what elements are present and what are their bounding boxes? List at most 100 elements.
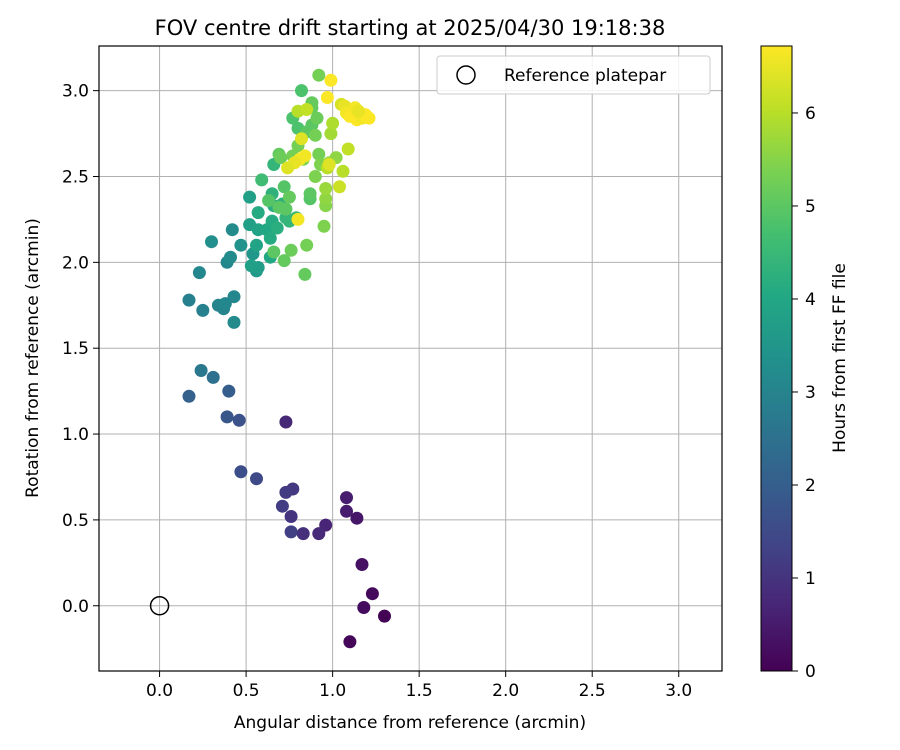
data-point [357, 601, 371, 614]
data-point [182, 293, 196, 307]
data-point [225, 223, 239, 237]
colorbar-label: Hours from first FF file [830, 263, 850, 453]
data-point [322, 158, 336, 171]
data-point [227, 315, 241, 329]
x-tick-label: 3.0 [665, 681, 692, 701]
data-point [341, 142, 355, 156]
colorbar-tick-label: 0 [805, 662, 816, 682]
data-point [291, 212, 305, 226]
data-point [205, 235, 218, 249]
plot-area-frame [98, 45, 723, 672]
data-point [320, 91, 334, 104]
data-point [303, 187, 317, 201]
chart-title: FOV centre drift starting at 2025/04/30 … [155, 16, 666, 40]
colorbar-tick-label: 4 [805, 290, 816, 310]
data-point [206, 370, 220, 384]
data-point [284, 510, 298, 523]
data-point [295, 84, 308, 98]
data-point [244, 259, 258, 273]
data-point [196, 303, 210, 317]
data-point [300, 238, 314, 252]
colorbar-gradient [760, 45, 793, 672]
data-point [355, 558, 369, 571]
data-point [267, 245, 281, 259]
colorbar-tick-label: 6 [805, 104, 816, 124]
data-point [365, 587, 379, 601]
colorbar-tick-label: 2 [805, 476, 816, 496]
data-point [298, 267, 312, 281]
y-tick-label: 0.5 [62, 511, 89, 531]
x-axis-label: Angular distance from reference (arcmin) [234, 713, 586, 733]
data-point [263, 231, 277, 245]
data-point [192, 266, 206, 280]
legend-box [436, 55, 711, 95]
data-point [312, 68, 326, 82]
x-tick-label: 1.0 [319, 681, 346, 701]
data-point [308, 128, 322, 142]
data-point [284, 243, 298, 257]
y-axis-ticks: 0.0 0.5 1.0 1.5 2.0 2.5 3.0 [62, 82, 99, 617]
x-axis-ticks: 0.0 0.5 1.0 1.5 2.0 2.5 3.0 [146, 671, 692, 701]
x-tick-label: 0.5 [233, 681, 260, 701]
data-point [224, 250, 237, 264]
colorbar-tick-label: 1 [805, 569, 816, 589]
y-tick-label: 1.5 [62, 339, 89, 359]
data-point [232, 413, 246, 427]
data-point [251, 206, 265, 220]
data-point [284, 525, 298, 539]
data-point [277, 180, 291, 194]
legend-marker [456, 65, 476, 85]
y-tick-label: 1.0 [62, 425, 89, 445]
data-point [279, 202, 293, 216]
legend: Reference platepar [436, 55, 711, 95]
data-point [319, 192, 333, 206]
data-point [222, 384, 236, 398]
data-point [317, 219, 331, 233]
colorbar-ticks: 0 1 2 3 4 5 6 [792, 104, 816, 682]
data-point [326, 116, 340, 130]
data-point [308, 170, 322, 183]
y-tick-label: 2.5 [62, 167, 89, 187]
data-point [340, 491, 353, 505]
data-point [296, 527, 310, 541]
x-tick-label: 0.0 [146, 681, 173, 701]
colorbar: 0 1 2 3 4 5 6 Hours from first FF file [760, 45, 850, 682]
data-point [220, 410, 234, 424]
data-point [279, 415, 293, 429]
data-point [218, 297, 232, 311]
data-point [312, 147, 326, 161]
colorbar-tick-label: 5 [805, 197, 816, 217]
data-point [227, 290, 241, 304]
y-tick-label: 2.0 [62, 253, 89, 273]
data-point [350, 511, 364, 525]
data-point [277, 254, 291, 268]
data-point [312, 527, 326, 541]
data-point [310, 111, 324, 125]
data-point [243, 190, 257, 204]
x-tick-label: 1.5 [406, 681, 433, 701]
x-tick-label: 2.0 [492, 681, 519, 701]
data-point [378, 609, 391, 623]
colorbar-tick-label: 3 [805, 383, 816, 403]
data-point [362, 111, 376, 125]
x-tick-label: 2.5 [579, 681, 606, 701]
data-point [279, 485, 293, 499]
data-point [234, 238, 248, 252]
data-point [275, 499, 289, 513]
data-point [340, 504, 353, 518]
data-point [282, 190, 296, 204]
data-point [255, 173, 269, 187]
data-point [343, 635, 357, 649]
data-points [182, 68, 391, 649]
data-point [250, 472, 263, 486]
data-point [324, 127, 338, 141]
data-point [336, 164, 350, 178]
y-axis-label: Rotation from reference (arcmin) [23, 218, 43, 498]
data-point [295, 132, 308, 146]
legend-label: Reference platepar [504, 66, 666, 86]
data-point [182, 389, 196, 403]
y-tick-label: 0.0 [62, 597, 89, 617]
grid [99, 46, 722, 671]
data-point [250, 238, 263, 252]
